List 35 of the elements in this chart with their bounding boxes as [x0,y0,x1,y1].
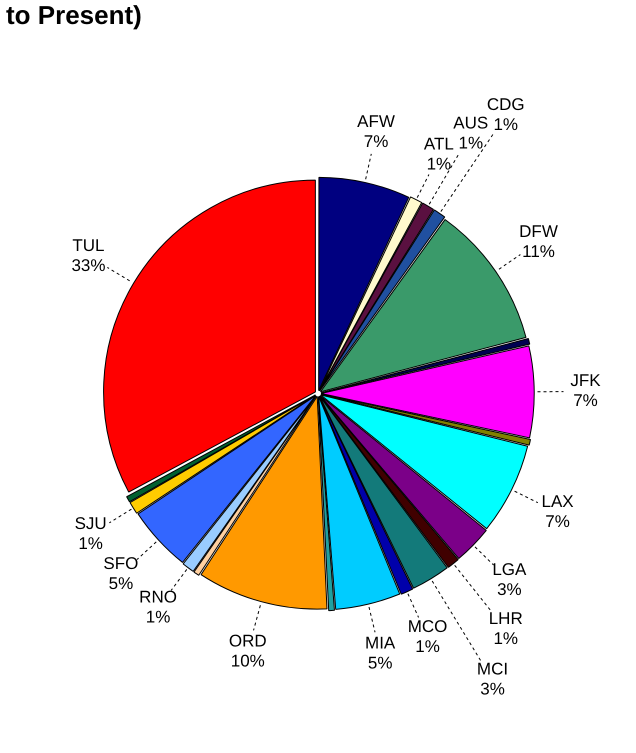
slice-label: LGA [492,560,528,580]
slice-label: SFO [103,554,138,574]
data-label: 1% [493,629,518,648]
data-label: 7% [364,132,388,152]
slice-label: ORD [228,631,267,650]
data-label: 1% [426,154,452,174]
data-label: 11% [522,242,555,261]
slice-label: CDG [486,95,525,114]
slice-label: AFW [357,112,395,132]
slice-label: RNO [139,588,177,607]
data-label: 3% [497,580,522,600]
slice-label: LAX [541,492,574,512]
data-label: 1% [493,115,518,134]
data-label: 1% [146,608,170,627]
data-label: 7% [545,512,570,532]
data-label: 1% [458,133,484,152]
data-label: 1% [78,534,103,554]
slice-label: DFW [519,222,558,241]
slice-label: AUS [453,113,488,132]
data-label: 7% [573,391,598,410]
slice-label: LHR [488,609,523,628]
data-label: 5% [368,653,392,672]
slice-label: ATL [424,134,454,154]
data-label: 3% [480,680,505,699]
slice-label: JFK [570,371,602,390]
slice-label: MCO [408,617,448,636]
slice-label: MCI [476,660,508,679]
slice-label: SJU [74,514,107,534]
data-label: 10% [230,651,265,670]
chart-title: to Present) [5,0,143,32]
slice-label: MIA [365,633,396,652]
data-label: 5% [108,574,134,594]
slice-label: TUL [72,236,105,255]
data-label: 33% [71,256,106,275]
data-label: 1% [415,637,440,656]
